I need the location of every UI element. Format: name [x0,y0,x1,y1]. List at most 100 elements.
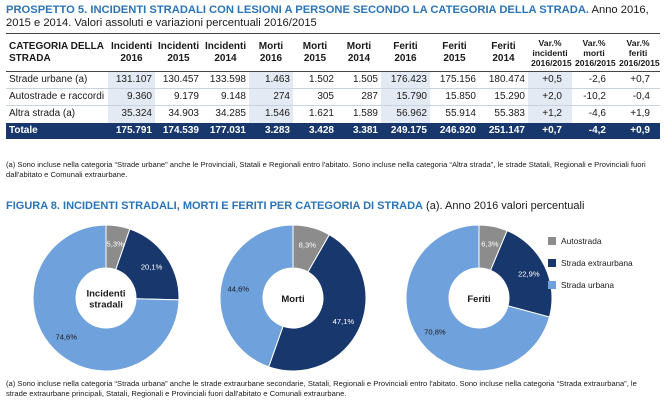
legend-item-extraurbana: Strada extraurbana [548,258,658,268]
header-col-3-l2: 2016 [259,52,283,64]
cell-col-0: 35.324 [108,105,155,123]
cell-col-3: 1.546 [249,105,293,123]
cell-col-10: -2,6 [588,74,606,85]
slice-label-extraurbana: 22,9% [518,270,540,279]
cell-col-10: -4,6 [588,108,606,120]
donut-charts: 5,3% 20,1% 74,6% Incidenti stradali 8,3% 47,1%… [0,218,666,378]
cell-col-10: -10,2 [583,91,606,102]
slice-label-autostrada: 8,3% [299,240,317,249]
cell-col-4: 305 [317,91,334,102]
donut-chart-2: 6,3% 22,9% 70,8% Feriti [405,224,553,372]
header-col-5-l2: 2014 [347,52,371,64]
cell-col-9: +0,5 [528,71,572,89]
cell-col-7: 175.156 [439,74,476,85]
cell-col-2: 133.598 [209,74,246,85]
slice-label-autostrada: 6,3% [481,240,499,249]
figure-title-rest: (a). Anno 2016 valori percentuali [423,200,585,212]
chart-legend: Autostrada Strada extraurbana Strada urban… [548,236,658,302]
slice-label-extraurbana: 20,1% [141,262,163,271]
cell-col-0: 175.791 [108,122,155,139]
donut-center-label: Morti [281,294,304,305]
cell-col-8: 251.147 [488,125,525,136]
slice-label-autostrada: 5,3% [107,239,125,248]
legend-label: Autostrada [561,236,602,246]
cell-col-5: 3.381 [352,125,378,136]
cell-col-6: 249.175 [381,122,430,139]
cell-col-9: +2,0 [528,88,572,106]
cell-col-6: 176.423 [381,71,430,89]
header-col-8: Feriti 2014 [479,34,528,72]
header-col-6-l2: 2016 [394,52,417,64]
cell-col-4: 1.502 [308,74,334,85]
legend-item-urbana: Strada urbana [548,280,658,290]
header-col-3: Morti 2016 [249,34,293,72]
row-category: Totale [9,125,38,136]
header-col-10: Var.% morti 2016/2015 [572,34,616,72]
header-col-9-l3: 2016/2015 [531,57,572,68]
figure-title: FIGURA 8. INCIDENTI STRADALI, MORTI E FE… [6,200,660,213]
donut-slice-extraurbana [489,229,553,318]
header-col-10-l1: Var.% [582,37,606,48]
cell-col-6: 56.962 [381,105,430,123]
cell-col-4: 3.428 [308,125,334,136]
row-category: Altra strada (a) [9,108,76,120]
cell-col-1: 130.457 [162,74,199,85]
cell-col-8: 55.383 [494,108,525,120]
cell-col-8: 15.290 [494,91,525,102]
header-col-3-l1: Morti [258,40,284,52]
header-col-5: Morti 2014 [337,34,381,72]
header-col-2-l1: Incidenti [205,40,247,52]
cell-col-0: 9.360 [108,88,155,106]
cell-col-3: 274 [249,88,293,106]
header-col-5-l1: Morti [346,40,372,52]
slice-label-urbana: 74,6% [55,333,77,342]
header-col-7: Feriti 2015 [430,34,479,72]
header-col-0: Incidenti 2016 [108,34,155,72]
header-col-9: Var.% incidenti 2016/2015 [528,34,572,72]
header-col-6-l1: Feriti [393,40,418,52]
header-col-4: Morti 2015 [293,34,337,72]
header-col-1: Incidenti 2015 [155,34,202,72]
table-title-rest: Anno 2016, 2015 e 2014. Valori assoluti … [6,4,649,29]
cell-col-11: +0,9 [630,125,650,136]
header-col-11-l1: Var.% [626,37,650,48]
donut-center-label: Incidenti [86,289,125,300]
header-col-8-l2: 2014 [492,52,515,64]
cell-col-11: +0,7 [630,74,650,85]
cell-col-9: +0,7 [528,122,572,139]
donut-slice-extraurbana [268,234,367,372]
cell-col-10: -4,2 [588,125,606,136]
cell-col-3: 3.283 [249,122,293,139]
figure-title-lead: FIGURA 8. INCIDENTI STRADALI, MORTI E FE… [6,200,423,212]
row-category: Autostrade e raccordi [9,91,105,102]
cell-col-5: 1.505 [352,74,378,85]
header-col-0-l1: Incidenti [111,40,153,52]
header-col-11: Var.% feriti 2016/2015 [616,34,660,72]
cell-col-2: 177.031 [209,125,246,136]
cell-col-1: 174.539 [162,125,199,136]
table-header-row: CATEGORIA DELLA STRADA Incidenti 2016 Inci… [6,33,660,72]
header-col-10-l2: morti [583,47,605,58]
cell-col-8: 180.474 [488,74,525,85]
cell-col-0: 131.107 [108,71,155,89]
table-footnote: (a) Sono incluse nella categoria “Strade… [6,160,646,179]
header-col-9-l1: Var.% [538,37,562,48]
cell-col-11: -0,4 [632,91,650,102]
slice-label-extraurbana: 47,1% [333,317,355,326]
cell-col-5: 287 [361,91,378,102]
table-title: PROSPETTO 5. INCIDENTI STRADALI CON LESI… [6,4,660,30]
cell-col-5: 1.589 [352,108,378,120]
legend-item-autostrada: Autostrada [548,236,658,246]
table-row: Strade urbane (a) 131.107 130.457 133.598 1.… [6,71,660,89]
table-row: Altra strada (a) 35.324 34.903 34.285 1.546 1… [6,105,660,123]
legend-swatch [548,259,556,267]
donut-slice-urbana [32,224,180,372]
header-col-4-l2: 2015 [303,52,327,64]
cell-col-1: 9.179 [173,91,199,102]
legend-swatch [548,281,556,289]
header-col-2-l2: 2014 [214,52,237,64]
cell-col-7: 246.920 [439,125,476,136]
cell-col-3: 1.463 [249,71,293,89]
cell-col-2: 34.285 [215,108,246,120]
